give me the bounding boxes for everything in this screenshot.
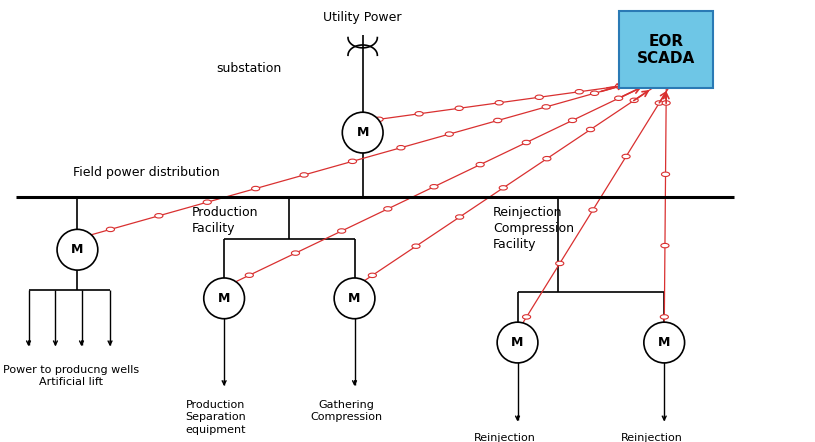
Ellipse shape (204, 278, 244, 319)
Circle shape (556, 261, 564, 266)
Circle shape (106, 227, 114, 232)
Circle shape (415, 111, 423, 116)
Text: M: M (218, 292, 231, 305)
FancyBboxPatch shape (619, 11, 713, 88)
Ellipse shape (334, 278, 375, 319)
Circle shape (445, 132, 453, 136)
Circle shape (590, 91, 598, 95)
Text: M: M (511, 336, 524, 349)
Circle shape (662, 172, 670, 176)
Circle shape (412, 244, 420, 248)
Circle shape (499, 186, 507, 190)
Circle shape (397, 145, 405, 150)
Ellipse shape (497, 322, 538, 363)
Circle shape (662, 101, 670, 105)
Text: substation: substation (216, 62, 281, 75)
Text: Reinjection
Compressor: Reinjection Compressor (619, 433, 685, 442)
Text: Production
Facility: Production Facility (192, 206, 258, 235)
Circle shape (496, 101, 504, 105)
Circle shape (630, 98, 638, 103)
Circle shape (456, 215, 464, 219)
Circle shape (522, 140, 531, 145)
Text: EOR
SCADA: EOR SCADA (637, 34, 695, 66)
Text: M: M (356, 126, 369, 139)
Circle shape (494, 118, 502, 123)
Circle shape (300, 173, 308, 177)
Ellipse shape (57, 229, 98, 270)
Circle shape (622, 154, 630, 159)
Circle shape (455, 106, 463, 110)
Circle shape (384, 207, 392, 211)
Circle shape (349, 159, 357, 164)
Circle shape (615, 96, 623, 100)
Circle shape (568, 118, 576, 122)
Circle shape (337, 229, 346, 233)
Ellipse shape (342, 112, 383, 153)
Text: Reinjection
Compressor: Reinjection Compressor (472, 433, 539, 442)
Circle shape (375, 117, 383, 122)
Circle shape (252, 187, 260, 191)
Circle shape (588, 208, 597, 212)
Circle shape (587, 127, 595, 132)
Circle shape (543, 156, 551, 161)
Circle shape (615, 84, 623, 88)
Circle shape (245, 273, 253, 278)
Circle shape (476, 162, 484, 167)
Text: Production
Separation
equipment: Production Separation equipment (186, 400, 246, 435)
Circle shape (430, 185, 438, 189)
Text: M: M (71, 243, 84, 256)
Circle shape (292, 251, 300, 255)
Text: Utility Power: Utility Power (324, 11, 402, 24)
Circle shape (155, 213, 163, 218)
Circle shape (575, 90, 584, 94)
Text: Power to producng wells
Artificial lift: Power to producng wells Artificial lift (2, 365, 139, 387)
Circle shape (522, 315, 531, 319)
Circle shape (542, 105, 550, 109)
Circle shape (655, 101, 663, 105)
Circle shape (368, 273, 377, 278)
Text: Gathering
Compression: Gathering Compression (311, 400, 382, 423)
Circle shape (661, 244, 669, 248)
Text: M: M (348, 292, 361, 305)
Circle shape (535, 95, 544, 99)
Circle shape (660, 315, 668, 319)
Text: Reinjection
Compression
Facility: Reinjection Compression Facility (493, 206, 574, 251)
Ellipse shape (644, 322, 685, 363)
Text: M: M (658, 336, 671, 349)
Circle shape (203, 200, 211, 204)
Text: Field power distribution: Field power distribution (73, 166, 220, 179)
